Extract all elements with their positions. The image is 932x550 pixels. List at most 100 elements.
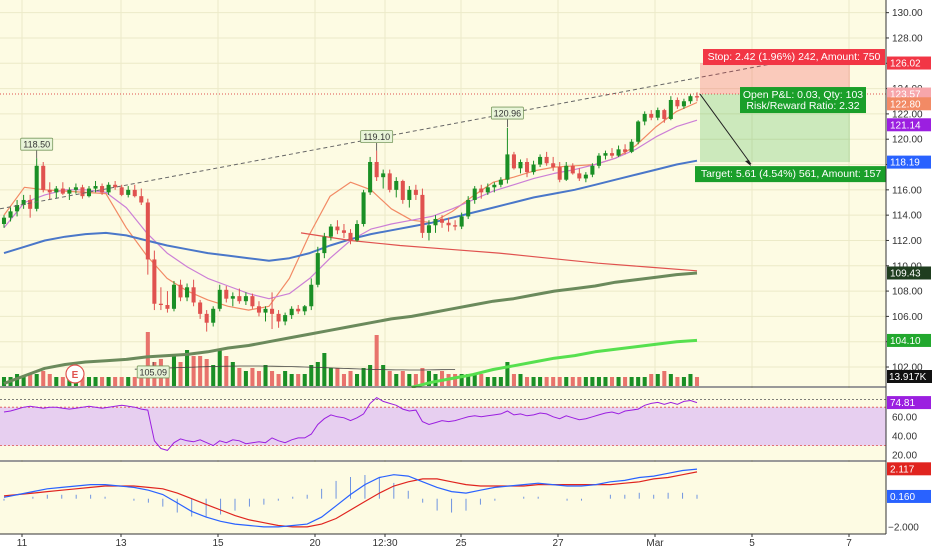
candle-body bbox=[139, 196, 144, 203]
volume-bar bbox=[387, 371, 392, 386]
candle-body bbox=[649, 113, 654, 118]
price-tag-label: 2.117 bbox=[890, 464, 915, 475]
candle-body bbox=[446, 222, 451, 226]
x-tick-label: 15 bbox=[212, 538, 224, 549]
volume-bar bbox=[54, 377, 59, 386]
volume-bar bbox=[453, 374, 458, 386]
candle-body bbox=[21, 199, 26, 206]
volume-tag-label: 13.917K bbox=[889, 372, 927, 383]
candle-body bbox=[538, 156, 543, 165]
pnl-callout-box bbox=[740, 87, 866, 114]
candle-body bbox=[603, 153, 608, 156]
candle-body bbox=[86, 188, 92, 197]
y-tick-label: 106.00 bbox=[892, 312, 923, 323]
volume-bar bbox=[440, 371, 445, 386]
volume-bar bbox=[459, 374, 464, 386]
price-tag-label: 104.10 bbox=[890, 336, 921, 347]
candle-body bbox=[662, 110, 667, 119]
volume-bar bbox=[557, 377, 562, 386]
stop-callout-box bbox=[703, 49, 885, 66]
price-tag-box bbox=[887, 118, 931, 132]
y-tick-label: 122.00 bbox=[892, 109, 923, 120]
candle-body bbox=[132, 189, 137, 197]
candle-body bbox=[426, 225, 431, 233]
price-tag-label: 0.160 bbox=[890, 492, 915, 503]
candle-body bbox=[217, 289, 222, 309]
candle-body bbox=[224, 289, 229, 299]
volume-bar bbox=[289, 374, 294, 386]
earnings-event-label: E bbox=[72, 370, 79, 381]
macd-tick-label: −2.000 bbox=[888, 522, 919, 533]
candle-body bbox=[394, 180, 399, 190]
volume-bar bbox=[80, 377, 85, 386]
candle-body bbox=[145, 202, 150, 260]
volume-bar bbox=[649, 374, 654, 386]
volume-bar bbox=[355, 374, 360, 386]
candle-body bbox=[616, 149, 621, 156]
volume-bar bbox=[420, 368, 425, 386]
candle-body bbox=[263, 308, 268, 313]
candle-body bbox=[93, 186, 98, 189]
volume-bar bbox=[309, 365, 314, 386]
volume-bar bbox=[237, 368, 242, 386]
volume-bar bbox=[41, 371, 46, 386]
target-callout-box bbox=[695, 166, 887, 183]
volume-bar bbox=[426, 371, 431, 386]
volume-bar bbox=[211, 365, 216, 386]
volume-bar bbox=[433, 374, 438, 386]
candle-body bbox=[328, 226, 333, 237]
price-tag-box bbox=[887, 396, 931, 410]
candle-body bbox=[341, 230, 346, 233]
volume-bar bbox=[132, 377, 137, 386]
annotation-box bbox=[491, 106, 524, 120]
volume-bar bbox=[655, 374, 660, 386]
x-tick-label: 7 bbox=[846, 538, 852, 549]
volume-bar bbox=[224, 356, 229, 386]
volume-bar bbox=[217, 350, 222, 386]
moving-average-line bbox=[3, 101, 698, 311]
volume-bar bbox=[374, 335, 379, 386]
x-tick-label: 20 bbox=[309, 538, 321, 549]
volume-bar bbox=[498, 377, 503, 386]
volume-bar bbox=[642, 377, 647, 386]
rsi-tick-label: 60.00 bbox=[892, 412, 917, 423]
candle-body bbox=[492, 184, 497, 188]
candle-body bbox=[374, 161, 379, 178]
volume-bar bbox=[263, 365, 268, 386]
pnl-callout-text: Open P&L: 0.03, Qty: 103 bbox=[743, 89, 863, 101]
candle-body bbox=[204, 313, 209, 323]
volume-bar bbox=[276, 374, 281, 386]
candle-body bbox=[688, 96, 693, 102]
candle-body bbox=[629, 141, 634, 152]
y-tick-label: 108.00 bbox=[892, 287, 923, 298]
volume-bar bbox=[230, 362, 235, 386]
candle-body bbox=[309, 284, 314, 307]
candle-body bbox=[73, 187, 78, 190]
volume-bar bbox=[544, 377, 549, 386]
candle-body bbox=[440, 218, 445, 223]
x-tick-label: 12:30 bbox=[372, 538, 397, 549]
volume-bar bbox=[328, 368, 333, 386]
volume-bar bbox=[485, 377, 490, 386]
annotation-box bbox=[360, 130, 394, 144]
candle-body bbox=[15, 205, 20, 212]
volume-bar bbox=[511, 374, 516, 386]
candle-body bbox=[8, 211, 13, 218]
volume-bar bbox=[204, 359, 209, 386]
moving-average-line bbox=[411, 338, 698, 389]
pnl-callout-text: Risk/Reward Ratio: 2.32 bbox=[746, 100, 859, 112]
candle-body bbox=[400, 180, 405, 200]
price-tag-label: 118.19 bbox=[890, 158, 920, 169]
volume-bar bbox=[126, 377, 131, 386]
price-tag-label: 121.14 bbox=[890, 120, 921, 131]
candle-body bbox=[681, 101, 686, 107]
x-tick-label: 25 bbox=[455, 538, 467, 549]
candle-body bbox=[211, 308, 216, 323]
candle-body bbox=[361, 192, 366, 225]
volume-bar bbox=[688, 374, 693, 386]
candle-body bbox=[551, 163, 556, 168]
candle-body bbox=[185, 287, 190, 298]
volume-bar bbox=[662, 371, 667, 386]
volume-bar bbox=[368, 365, 373, 386]
